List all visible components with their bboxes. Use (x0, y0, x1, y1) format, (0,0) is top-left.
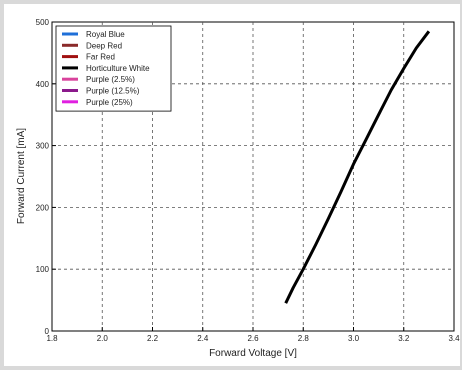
legend-label: Deep Red (86, 41, 122, 50)
y-tick-label: 0 (45, 327, 50, 336)
legend-label: Far Red (86, 53, 115, 62)
x-tick-label: 2.6 (247, 334, 259, 343)
legend-label: Purple (25%) (86, 98, 133, 107)
series-line-horticulture-white (284, 30, 431, 304)
y-axis-title: Forward Current [mA] (16, 128, 27, 224)
x-tick-label: 3.2 (398, 334, 410, 343)
legend-label: Purple (2.5%) (86, 75, 135, 84)
x-tick-label: 1.8 (46, 334, 58, 343)
axis-ticks: 1.8 2.0 2.2 2.4 2.6 2.8 3.0 3.2 3.4 0 100 200 300 400… (36, 18, 460, 343)
iv-curve-chart: 1.8 2.0 2.2 2.4 2.6 2.8 3.0 3.2 3.4 0 100 200 300 400… (16, 18, 460, 359)
x-tick-label: 3.4 (448, 334, 460, 343)
x-tick-label: 2.0 (97, 334, 109, 343)
x-tick-label: 2.2 (147, 334, 159, 343)
legend: Royal Blue Deep Red Far Red Horticulture Wh… (55, 25, 172, 112)
chart-figure: 1.8 2.0 2.2 2.4 2.6 2.8 3.0 3.2 3.4 0 100 200 300 400… (4, 4, 460, 366)
y-tick-label: 500 (36, 18, 50, 27)
series-lines (284, 30, 431, 304)
x-axis-title: Forward Voltage [V] (209, 348, 297, 359)
y-tick-label: 300 (36, 142, 50, 151)
x-tick-label: 2.4 (197, 334, 209, 343)
y-tick-label: 100 (36, 265, 50, 274)
x-tick-label: 2.8 (298, 334, 310, 343)
legend-label: Royal Blue (86, 30, 125, 39)
y-tick-label: 200 (36, 203, 50, 212)
legend-label: Purple (12.5%) (86, 87, 140, 96)
y-tick-label: 400 (36, 80, 50, 89)
legend-label: Horticulture White (86, 64, 150, 73)
x-tick-label: 3.0 (348, 334, 360, 343)
